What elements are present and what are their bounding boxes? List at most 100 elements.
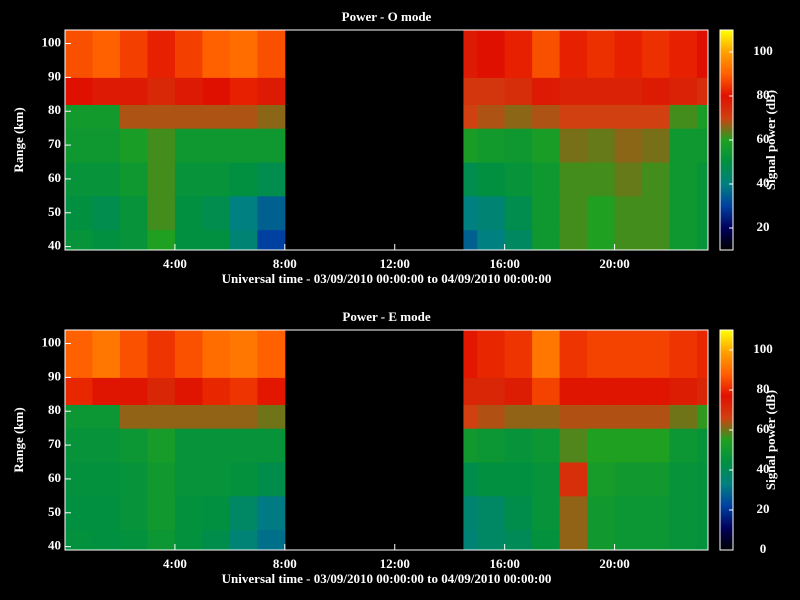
heatmap-cell [257, 30, 286, 78]
colorbar [719, 329, 734, 551]
heatmap-cell [697, 77, 709, 105]
heatmap-cell [614, 428, 643, 463]
heatmap-cell [477, 195, 506, 231]
heatmap-cell [257, 195, 286, 231]
heatmap-cell [559, 229, 588, 251]
heatmap-cell [642, 462, 671, 497]
colorbar-tick-label: 60 [757, 421, 770, 436]
heatmap-cell [257, 330, 286, 378]
heatmap-cell [477, 162, 506, 197]
heatmap-cell [697, 495, 709, 531]
heatmap-cell [463, 195, 478, 231]
heatmap-cell [229, 229, 258, 251]
heatmap-cell [697, 128, 709, 163]
heatmap-cell [614, 128, 643, 163]
heatmap-cell [532, 377, 561, 405]
heatmap-cell [257, 162, 286, 197]
colorbar-label: Signal power (dB) [763, 90, 778, 190]
heatmap-cell [559, 195, 588, 231]
heatmap-cell [559, 330, 588, 378]
heatmap-cell [65, 529, 93, 551]
heatmap-cell [174, 30, 203, 78]
y-axis-label: Range (km) [11, 107, 26, 172]
heatmap-cell [92, 330, 121, 378]
heatmap-cell [477, 404, 506, 429]
heatmap-cell [642, 495, 671, 531]
heatmap-cell [65, 77, 93, 105]
x-axis-label: Universal time - 03/09/2010 00:00:00 to … [222, 271, 552, 286]
heatmap-cell [532, 462, 561, 497]
heatmap-cell [587, 428, 616, 463]
heatmap-cell [559, 428, 588, 463]
heatmap-cell [504, 195, 533, 231]
heatmap-cell [147, 128, 176, 163]
heatmap-cell [174, 128, 203, 163]
heatmap-cell [669, 104, 698, 129]
heatmap-cell [477, 330, 506, 378]
heatmap-cell [119, 77, 148, 105]
heatmap-cell [174, 404, 203, 429]
heatmap-cell [174, 77, 203, 105]
heatmap-cell [669, 495, 698, 531]
heatmap-cell [463, 104, 478, 129]
heatmap-cell [614, 30, 643, 78]
y-tick-label: 50 [48, 204, 61, 219]
heatmap-cell [463, 404, 478, 429]
heatmap-cell [477, 77, 506, 105]
heatmap-cell [202, 529, 231, 551]
heatmap-cell [587, 330, 616, 378]
heatmap-cell [174, 495, 203, 531]
heatmap-cell [92, 529, 121, 551]
heatmap-cell [147, 377, 176, 405]
heatmap-cell [147, 495, 176, 531]
heatmap-cell [257, 104, 286, 129]
heatmap-cell [559, 30, 588, 78]
heatmap-cell [504, 495, 533, 531]
heatmap-cell [174, 104, 203, 129]
y-tick-label: 60 [48, 170, 61, 185]
heatmap-cell [92, 195, 121, 231]
heatmap-cell [463, 495, 478, 531]
heatmap-cell [65, 404, 93, 429]
heatmap-cell [119, 104, 148, 129]
heatmap-cell [174, 462, 203, 497]
heatmap-cell [669, 30, 698, 78]
x-tick-label: 20:00 [599, 256, 629, 271]
heatmap-cell [642, 330, 671, 378]
heatmap-cell [614, 104, 643, 129]
heatmap-cell [202, 77, 231, 105]
y-tick-label: 40 [48, 238, 61, 253]
heatmap-cell [202, 229, 231, 251]
heatmap-cell [174, 377, 203, 405]
heatmap-cell [147, 404, 176, 429]
x-tick-label: 16:00 [489, 256, 519, 271]
x-tick-label: 12:00 [380, 256, 410, 271]
heatmap-cell [92, 404, 121, 429]
heatmap-cell [463, 330, 478, 378]
heatmap-cell [587, 162, 616, 197]
heatmap-cell [504, 428, 533, 463]
heatmap-cell [587, 104, 616, 129]
x-tick-label: 20:00 [599, 556, 629, 571]
heatmap-cell [532, 162, 561, 197]
heatmap-cell [65, 330, 93, 378]
heatmap-cell [504, 77, 533, 105]
heatmap-cell [119, 428, 148, 463]
heatmap-cell [669, 529, 698, 551]
heatmap-cell [614, 529, 643, 551]
heatmap-cell [642, 229, 671, 251]
heatmap-cell [477, 30, 506, 78]
plot-frame [64, 29, 709, 251]
heatmap-cell [477, 229, 506, 251]
heatmap-cell [669, 404, 698, 429]
heatmap-cell [119, 377, 148, 405]
heatmap-cell [257, 404, 286, 429]
heatmap-cell [504, 529, 533, 551]
heatmap-cell [559, 128, 588, 163]
heatmap-cell [697, 377, 709, 405]
colorbar-tick-label: 100 [753, 43, 773, 58]
heatmap-cell [229, 462, 258, 497]
heatmap-cell [532, 495, 561, 531]
